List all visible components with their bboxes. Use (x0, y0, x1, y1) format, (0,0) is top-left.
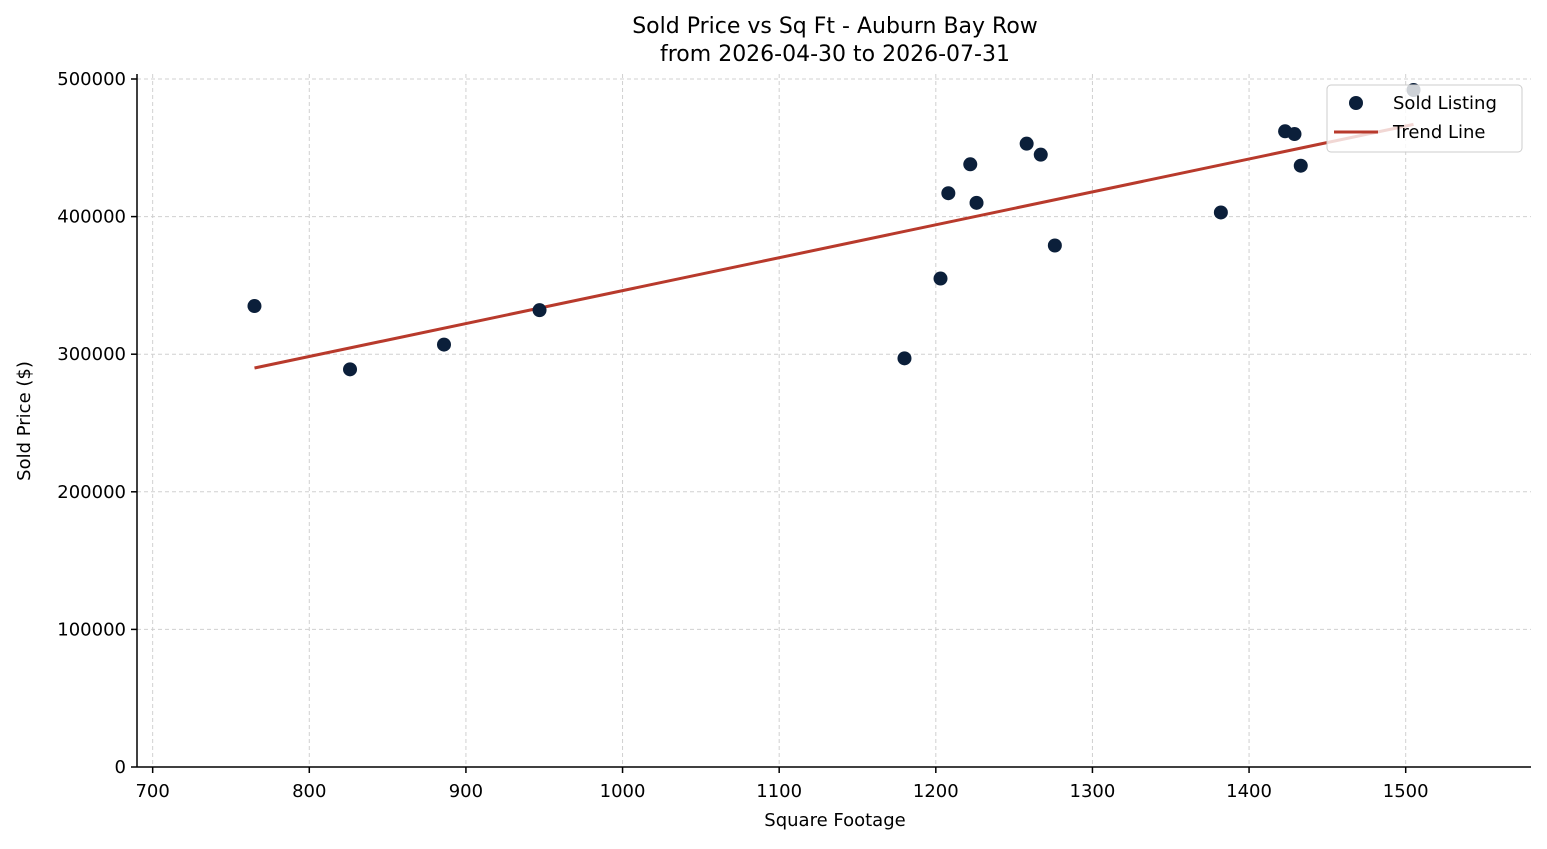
legend-marker-sold-listing (1349, 96, 1363, 110)
sold-listing-point (343, 362, 358, 377)
sold-listing-point (1047, 238, 1062, 253)
sold-listing-point (532, 303, 547, 318)
sold-listing-point (436, 337, 451, 352)
y-tick-label: 400000 (57, 207, 126, 228)
x-tick-label: 900 (449, 781, 483, 802)
x-axis-label: Square Footage (764, 810, 905, 831)
sold-listing-point (933, 271, 948, 286)
sold-listing-point (897, 351, 912, 366)
sold-listing-point (1019, 136, 1034, 151)
chart-subtitle: from 2026-04-30 to 2026-07-31 (660, 42, 1010, 67)
chart-title: Sold Price vs Sq Ft - Auburn Bay Row (632, 14, 1038, 39)
y-tick-label: 0 (115, 757, 126, 778)
grid (137, 74, 1531, 767)
y-tick-label: 100000 (57, 619, 126, 640)
trend-line (254, 122, 1414, 370)
x-tick-label: 1100 (756, 781, 802, 802)
sold-listing-point (247, 299, 262, 314)
y-tick-label: 200000 (57, 482, 126, 503)
legend: Sold Listing Trend Line (1326, 84, 1523, 153)
sold-listing-point (1033, 147, 1048, 162)
x-tick-label: 1200 (913, 781, 959, 802)
x-tick-label: 700 (135, 781, 169, 802)
legend-label-sold-listing: Sold Listing (1393, 93, 1497, 114)
x-tick-label: 800 (292, 781, 326, 802)
sold-listing-point (969, 195, 984, 210)
x-tick-label: 1500 (1383, 781, 1429, 802)
y-axis-label: Sold Price ($) (14, 361, 35, 481)
sold-listing-point (941, 186, 956, 201)
sold-listing-point (1293, 158, 1308, 173)
trend-line-layer (254, 122, 1414, 370)
x-tick-label: 1300 (1070, 781, 1116, 802)
y-tick-label: 500000 (57, 69, 126, 90)
sold-listing-point (1287, 127, 1302, 142)
legend-box (1326, 84, 1523, 153)
axes: 700 800 900 1000 1100 1200 1300 1400 1500 0 100000… (57, 69, 1531, 802)
legend-label-trend-line: Trend Line (1392, 122, 1486, 143)
x-tick-label: 1400 (1226, 781, 1272, 802)
sold-listing-point (1213, 205, 1228, 220)
sold-listing-point (963, 157, 978, 172)
y-tick-label: 300000 (57, 344, 126, 365)
x-tick-label: 1000 (600, 781, 646, 802)
